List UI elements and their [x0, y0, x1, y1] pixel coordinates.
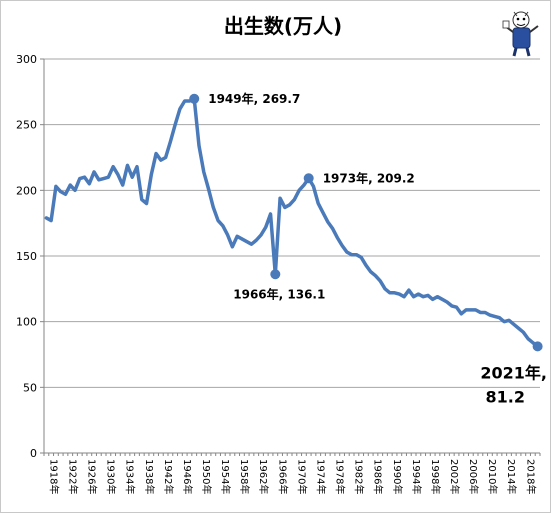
x-tick-label: 1994年 — [410, 459, 423, 494]
x-tick-label: 1954年 — [219, 459, 232, 494]
x-tick-label: 2014年 — [505, 459, 518, 494]
data-point-marker — [189, 93, 200, 104]
x-tick-label: 1942年 — [162, 459, 175, 494]
y-tick-label: 0 — [30, 447, 37, 460]
x-tick-label: 1946年 — [181, 459, 194, 494]
data-point-marker — [270, 269, 281, 280]
x-tick-label: 1990年 — [391, 459, 404, 494]
y-axis: 0 50 100 150 200 250 300 — [16, 53, 45, 460]
x-tick-label: 2010年 — [486, 459, 499, 494]
x-tick-label: 2002年 — [448, 459, 461, 494]
x-tick-label: 1922年 — [66, 459, 79, 494]
x-tick-label: 1926年 — [86, 459, 99, 494]
data-point-marker — [532, 341, 543, 352]
data-label: 1966年, 136.1 — [233, 286, 325, 301]
x-tick-label: 1966年 — [276, 459, 289, 494]
x-axis: 1918年 1922年 1926年 1930年 1934年 1938年 1942年 1946年… — [43, 452, 541, 494]
x-tick-label: 2018年 — [524, 459, 537, 494]
x-tick-label: 1974年 — [314, 459, 327, 494]
x-tick-label: 1986年 — [372, 459, 385, 494]
series-line — [44, 97, 540, 349]
series-births — [44, 97, 540, 349]
data-label: 1949年, 269.7 — [208, 91, 300, 106]
x-tick-label: 1970年 — [295, 459, 308, 494]
x-tick-label: 1958年 — [238, 459, 251, 494]
x-tick-label: 1962年 — [257, 459, 270, 494]
x-tick-label: 1998年 — [429, 459, 442, 494]
y-tick-label: 300 — [16, 53, 37, 66]
data-label: 81.2 — [486, 387, 525, 406]
mascot-illustration — [502, 11, 539, 57]
x-tick-label: 2006年 — [467, 459, 480, 494]
y-tick-label: 50 — [23, 381, 37, 394]
x-tick-label: 1918年 — [47, 459, 60, 494]
x-tick-label: 1950年 — [200, 459, 213, 494]
chart-title: 出生数(万人) — [224, 14, 342, 38]
x-tick-label: 1930年 — [105, 459, 118, 494]
x-tick-label: 1934年 — [124, 459, 137, 494]
x-tick-label: 1978年 — [334, 459, 347, 494]
y-tick-label: 150 — [16, 250, 37, 263]
annotations: 1949年, 269.7 1966年, 136.1 1973年, 209.2 2021… — [189, 91, 547, 406]
gridlines — [44, 58, 540, 388]
x-tick-label: 1982年 — [353, 459, 366, 494]
x-tick-label: 1938年 — [143, 459, 156, 494]
data-label: 2021年, — [480, 363, 547, 382]
data-point-marker — [303, 173, 314, 184]
y-tick-label: 100 — [16, 316, 37, 329]
y-tick-label: 250 — [16, 119, 37, 132]
data-label: 1973年, 209.2 — [323, 170, 415, 185]
y-tick-label: 200 — [16, 184, 37, 197]
